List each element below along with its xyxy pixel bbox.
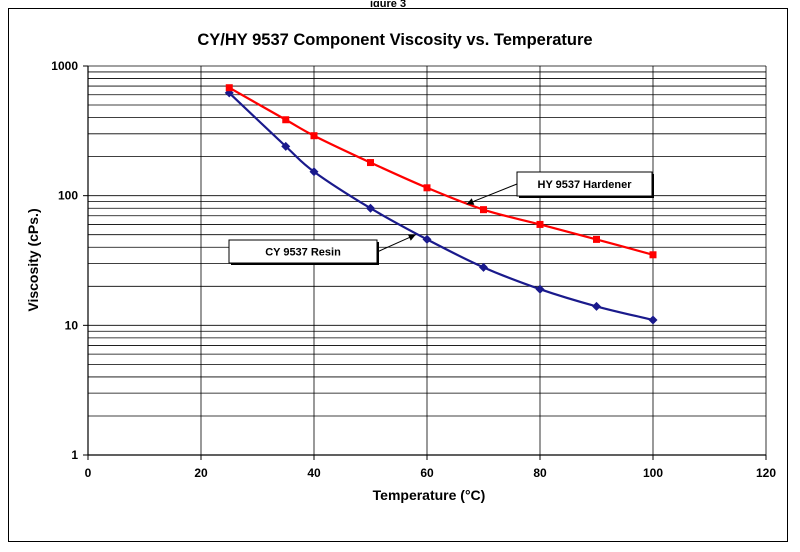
data-point [225, 84, 233, 92]
data-point [422, 234, 432, 244]
x-tick-label: 20 [194, 466, 208, 480]
y-tick-label: 10 [65, 318, 79, 332]
data-point [479, 262, 488, 272]
data-point [649, 251, 657, 259]
series-line [228, 92, 654, 322]
data-point [366, 203, 375, 213]
series-hy-9537-hardener [225, 84, 657, 259]
figure-caption-fragment: igure 3 [370, 0, 407, 7]
data-point [593, 235, 600, 243]
chart-title: CY/HY 9537 Component Viscosity vs. Tempe… [197, 31, 592, 49]
data-point [423, 184, 431, 192]
data-point [480, 206, 487, 214]
series-layer [224, 84, 658, 325]
x-tick-label: 80 [533, 466, 547, 480]
callout-hy-9537-hardener: HY 9537 Hardener [466, 171, 654, 205]
data-point [309, 167, 319, 177]
data-point [536, 220, 544, 228]
grid-lines [88, 65, 767, 455]
annotations: HY 9537 Hardener CY 9537 Resin [228, 171, 654, 265]
data-point [281, 141, 291, 151]
x-axis-label: Temperature (°C) [373, 487, 486, 503]
callout-label: CY 9537 Resin [265, 247, 341, 259]
y-tick-label: 1 [71, 448, 78, 462]
data-point [310, 132, 318, 140]
callout-label: HY 9537 Hardener [538, 179, 633, 191]
y-axis-label: Viscosity (cPs.) [25, 208, 41, 311]
callout-box [228, 239, 378, 264]
axes [83, 65, 767, 460]
callout-arrowhead [466, 198, 475, 205]
callout-cy-9537-resin: CY 9537 Resin [228, 234, 416, 265]
x-tick-label: 100 [643, 466, 663, 480]
y-tick-label: 1000 [51, 59, 78, 73]
series-line [228, 86, 654, 256]
data-point [367, 159, 374, 167]
x-tick-labels: 0 20 40 60 80 100 120 [85, 466, 777, 480]
x-tick-label: 60 [420, 466, 434, 480]
data-point [592, 301, 601, 311]
x-tick-label: 40 [307, 466, 321, 480]
x-tick-label: 120 [756, 466, 776, 480]
callout-leader [376, 234, 416, 253]
callout-box [516, 171, 653, 197]
x-tick-label: 0 [85, 466, 92, 480]
callout-leader [466, 183, 518, 205]
chart-frame [8, 8, 788, 542]
data-point [535, 284, 545, 294]
y-tick-labels: 1 10 100 1000 [51, 59, 78, 462]
callout-arrowhead [407, 234, 416, 241]
y-tick-label: 100 [58, 189, 78, 203]
series-cy-9537-resin [224, 88, 658, 325]
data-point [648, 315, 658, 325]
data-point [282, 116, 290, 124]
